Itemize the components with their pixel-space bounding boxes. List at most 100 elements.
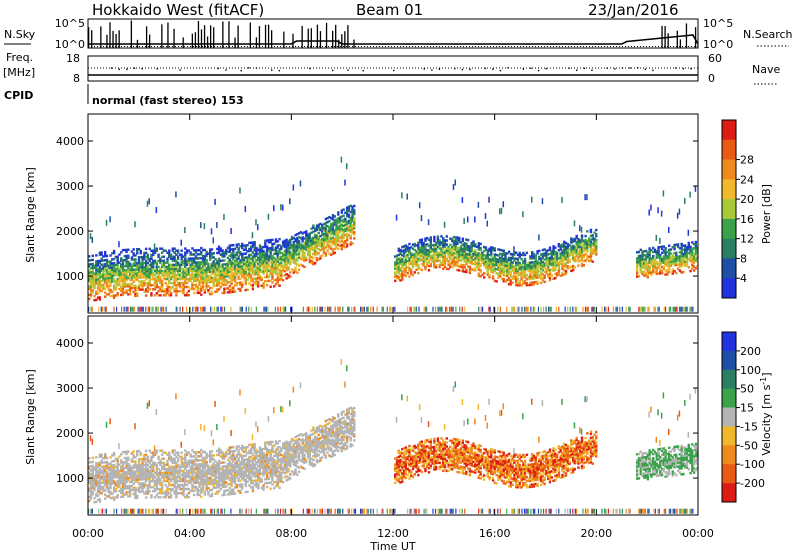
power-echo-cell [523, 265, 527, 269]
power-echo-cell [258, 254, 262, 257]
power-echo-cell [257, 276, 260, 280]
power-echo-cell [155, 281, 158, 285]
power-echo-cell [335, 246, 338, 250]
power-echo-cell [239, 306, 241, 312]
power-echo-cell [686, 306, 688, 312]
power-echo-cell [329, 225, 333, 228]
power-echo-cell [246, 260, 249, 263]
power-echo-cell [235, 257, 239, 261]
power-echo-cell [91, 268, 94, 272]
power-echo-cell [458, 238, 461, 242]
power-echo-cell [160, 271, 164, 275]
power-echo-cell [394, 279, 397, 283]
velocity-echo-cell [111, 468, 114, 471]
power-echo-cell [511, 257, 514, 260]
power-echo-cell [468, 249, 472, 252]
velocity-echo-cell [128, 464, 132, 468]
power-echo-cell [413, 263, 416, 266]
power-echo-cell [694, 250, 698, 254]
power-echo-cell [518, 280, 521, 283]
power-echo-cell [340, 235, 344, 239]
power-echo-cell [271, 271, 274, 274]
power-echo-cell [660, 265, 664, 269]
nave-dot [362, 69, 364, 72]
power-echo-cell [308, 236, 311, 239]
power-echo-cell [102, 277, 105, 280]
power-echo-cell [481, 273, 484, 277]
power-echo-cell [173, 263, 176, 267]
velocity-echo-cell [134, 466, 137, 469]
power-echo-cell [143, 261, 146, 265]
velocity-echo-cell [127, 472, 130, 476]
power-echo-cell [290, 245, 294, 249]
power-echo-cell [479, 271, 482, 274]
power-echo-cell [691, 257, 694, 260]
power-echo-cell [443, 243, 447, 246]
power-echo-cell [307, 306, 310, 312]
power-echo-cell [548, 274, 552, 278]
power-echo-cell [465, 238, 468, 241]
power-echo-cell [691, 251, 694, 254]
power-echo-cell [424, 245, 427, 248]
power-echo-cell [297, 254, 301, 257]
power-echo-cell [660, 261, 664, 265]
power-echo-cell [109, 268, 112, 271]
power-echo-cell [201, 254, 205, 258]
power-echo-cell [351, 242, 354, 245]
power-echo-cell [595, 232, 598, 236]
power-echo-cell [561, 255, 564, 259]
power-echo-cell [532, 306, 534, 312]
power-echo-cell [95, 268, 98, 271]
velocity-echo-cell [157, 467, 160, 471]
velocity-echo-cell [104, 471, 107, 474]
power-echo-cell [296, 253, 299, 256]
power-echo-cell [184, 263, 187, 267]
power-echo-cell [198, 279, 201, 282]
power-echo-cell [459, 249, 463, 252]
power-echo-cell [230, 266, 233, 269]
power-echo-cell [136, 292, 139, 296]
power-echo-cell [244, 282, 247, 286]
power-echo-cell [690, 306, 692, 312]
power-echo-cell [141, 270, 144, 273]
velocity-echo-cell [137, 482, 141, 485]
power-echo-cell [552, 245, 555, 248]
power-echo-cell [91, 283, 94, 286]
power-echo-cell [273, 270, 276, 274]
velocity-echo-cell [153, 475, 157, 479]
power-echo-cell [228, 276, 231, 280]
power-echo-cell [142, 306, 144, 312]
power-echo-cell [673, 243, 676, 247]
velocity-echo-cell [162, 492, 166, 495]
power-echo-cell [682, 248, 685, 252]
power-echo-cell [662, 251, 666, 254]
power-echo-cell [442, 253, 445, 256]
power-echo-cell [130, 258, 134, 261]
power-echo-cell [95, 276, 98, 279]
power-echo-cell [205, 262, 208, 266]
power-echo-cell [192, 257, 196, 260]
power-echo-cell [504, 256, 507, 259]
power-echo-cell [668, 258, 671, 262]
power-echo-cell [554, 246, 557, 249]
power-echo-cell [550, 251, 553, 255]
power-echo-cell [281, 240, 285, 243]
power-echo-cell [673, 251, 676, 255]
power-echo-cell [153, 261, 157, 265]
power-echo-cell [306, 241, 310, 244]
power-echo-cell [121, 263, 125, 266]
power-echo-cell [246, 264, 249, 267]
power-echo-cell [198, 275, 201, 278]
power-echo-cell [258, 260, 262, 263]
velocity-echo-cell [121, 479, 125, 482]
power-echo-cell [246, 258, 249, 261]
velocity-echo-cell [116, 471, 119, 475]
power-echo-cell [456, 246, 459, 249]
power-echo-cell [182, 259, 185, 262]
power-echo-cell [175, 263, 178, 267]
power-echo-cell [315, 250, 319, 254]
power-echo-cell [659, 264, 662, 267]
power-echo-cell [520, 278, 523, 281]
velocity-echo-cell [159, 496, 162, 499]
power-echo-cell [523, 267, 527, 271]
